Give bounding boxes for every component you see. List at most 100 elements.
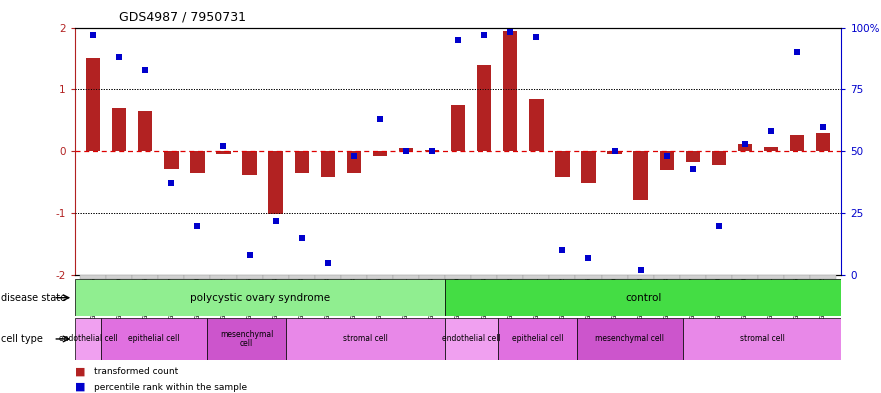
Point <box>581 255 596 261</box>
Bar <box>764 147 778 151</box>
Point <box>478 32 492 38</box>
Bar <box>263 275 289 279</box>
Bar <box>451 105 465 151</box>
Point <box>633 267 648 273</box>
Bar <box>419 275 445 279</box>
Point <box>738 141 752 147</box>
Bar <box>190 151 204 173</box>
Point <box>555 247 569 253</box>
Bar <box>784 275 810 279</box>
Point <box>529 34 544 40</box>
Point <box>425 148 439 154</box>
Bar <box>366 275 393 279</box>
Bar <box>75 279 445 316</box>
Bar <box>790 134 804 151</box>
Bar <box>654 275 680 279</box>
Point <box>321 260 335 266</box>
Bar <box>80 275 107 279</box>
Bar <box>555 151 570 177</box>
Bar <box>445 279 841 316</box>
Bar <box>607 151 622 154</box>
Bar <box>184 275 211 279</box>
Bar <box>497 275 523 279</box>
Bar <box>373 151 387 156</box>
Point <box>608 148 622 154</box>
Point <box>764 129 778 135</box>
Point <box>269 217 283 224</box>
Text: control: control <box>625 293 662 303</box>
Text: mesenchymal cell: mesenchymal cell <box>596 334 664 343</box>
Bar <box>445 275 471 279</box>
Bar <box>523 275 550 279</box>
Bar <box>732 275 758 279</box>
Bar <box>112 108 126 151</box>
Bar <box>399 148 413 151</box>
Text: cell type: cell type <box>1 334 43 344</box>
Point <box>373 116 387 122</box>
Bar <box>107 275 132 279</box>
Bar <box>289 275 315 279</box>
Bar <box>471 275 497 279</box>
Bar <box>321 151 335 177</box>
Text: stromal cell: stromal cell <box>740 334 784 343</box>
Bar <box>810 275 836 279</box>
Point <box>294 235 308 241</box>
Bar <box>242 151 256 175</box>
Point <box>399 148 413 154</box>
Text: disease state: disease state <box>1 293 66 303</box>
Bar <box>477 64 492 151</box>
Point <box>164 180 178 187</box>
Bar <box>758 275 784 279</box>
Point <box>217 143 231 149</box>
Bar <box>164 151 179 169</box>
Point <box>712 222 726 229</box>
Bar <box>393 275 419 279</box>
Bar <box>286 318 445 360</box>
Text: ■: ■ <box>75 366 85 376</box>
Bar <box>683 318 841 360</box>
Bar <box>627 275 654 279</box>
Bar <box>680 275 706 279</box>
Bar <box>269 151 283 215</box>
Bar <box>294 151 309 173</box>
Bar <box>577 318 683 360</box>
Text: endothelial cell: endothelial cell <box>442 334 500 343</box>
Point <box>685 165 700 172</box>
Text: polycystic ovary syndrome: polycystic ovary syndrome <box>189 293 330 303</box>
Point <box>138 66 152 73</box>
Point <box>790 49 804 55</box>
Bar <box>159 275 184 279</box>
Point <box>816 123 830 130</box>
Text: mesenchymal
cell: mesenchymal cell <box>220 330 273 348</box>
Text: endothelial cell: endothelial cell <box>59 334 117 343</box>
Bar <box>581 151 596 184</box>
Point <box>451 37 465 43</box>
Bar <box>575 275 602 279</box>
Bar <box>737 144 752 151</box>
Bar <box>602 275 627 279</box>
Text: epithelial cell: epithelial cell <box>129 334 180 343</box>
Bar <box>550 275 575 279</box>
Text: ■: ■ <box>75 382 85 392</box>
Bar <box>445 318 498 360</box>
Bar <box>132 275 159 279</box>
Bar <box>706 275 732 279</box>
Point <box>503 29 517 36</box>
Bar <box>425 150 440 151</box>
Bar <box>341 275 366 279</box>
Bar <box>816 133 830 151</box>
Text: transformed count: transformed count <box>94 367 179 376</box>
Bar <box>498 318 577 360</box>
Bar <box>236 275 263 279</box>
Point <box>86 32 100 38</box>
Text: GDS4987 / 7950731: GDS4987 / 7950731 <box>119 11 246 24</box>
Bar <box>207 318 286 360</box>
Point <box>112 54 126 61</box>
Bar <box>101 318 207 360</box>
Point <box>660 153 674 160</box>
Bar <box>86 59 100 151</box>
Bar <box>712 151 726 165</box>
Bar <box>217 151 231 154</box>
Bar <box>685 151 700 162</box>
Bar <box>75 318 101 360</box>
